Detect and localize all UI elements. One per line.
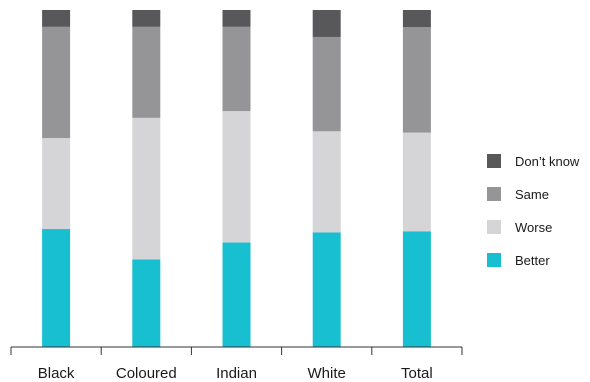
bar-segment-total-don-t-know	[402, 10, 431, 28]
legend-swatch-same	[487, 187, 501, 201]
legend-swatch-worse	[487, 220, 501, 234]
legend-swatch-don-t-know	[487, 154, 501, 168]
legend-label-better: Better	[515, 253, 550, 268]
x-tick-label-coloured: Coloured	[116, 365, 177, 382]
legend-label-worse: Worse	[515, 220, 552, 235]
bar-segment-total-worse	[402, 132, 431, 232]
bar-segment-black-don-t-know	[42, 10, 71, 27]
bar-segment-indian-don-t-know	[222, 10, 251, 27]
legend-label-don-t-know: Don’t know	[515, 154, 580, 169]
x-tick-label-white: White	[308, 365, 346, 382]
bar-segment-black-better	[42, 229, 71, 347]
legend-item-worse: Worse	[487, 220, 552, 235]
x-tick-label-black: Black	[38, 365, 75, 382]
legend: Don’t know Same Worse Better	[487, 154, 580, 268]
bar-segment-white-worse	[312, 131, 341, 233]
bar-segment-total-better	[402, 231, 431, 347]
bars	[42, 10, 431, 347]
legend-label-same: Same	[515, 187, 549, 202]
legend-item-same: Same	[487, 187, 549, 202]
bar-segment-indian-better	[222, 242, 251, 347]
bar-segment-total-same	[402, 27, 431, 133]
bar-segment-white-same	[312, 36, 341, 132]
bar-segment-indian-worse	[222, 111, 251, 243]
x-tick-label-total: Total	[401, 365, 433, 382]
legend-item-better: Better	[487, 253, 550, 268]
bar-segment-coloured-same	[132, 26, 161, 118]
legend-item-don-t-know: Don’t know	[487, 154, 580, 169]
bar-segment-coloured-better	[132, 259, 161, 347]
x-axis	[10, 346, 463, 355]
bar-segment-black-worse	[42, 138, 71, 230]
bar-segment-white-better	[312, 232, 341, 347]
bar-segment-coloured-don-t-know	[132, 10, 161, 27]
x-tick-label-indian: Indian	[216, 365, 257, 382]
bar-segment-black-same	[42, 26, 71, 139]
legend-swatch-better	[487, 253, 501, 267]
bar-segment-white-don-t-know	[312, 10, 341, 37]
bar-segment-coloured-worse	[132, 117, 161, 260]
bar-segment-indian-same	[222, 26, 251, 112]
x-tick-labels: Black Coloured Indian White Total	[38, 365, 433, 382]
